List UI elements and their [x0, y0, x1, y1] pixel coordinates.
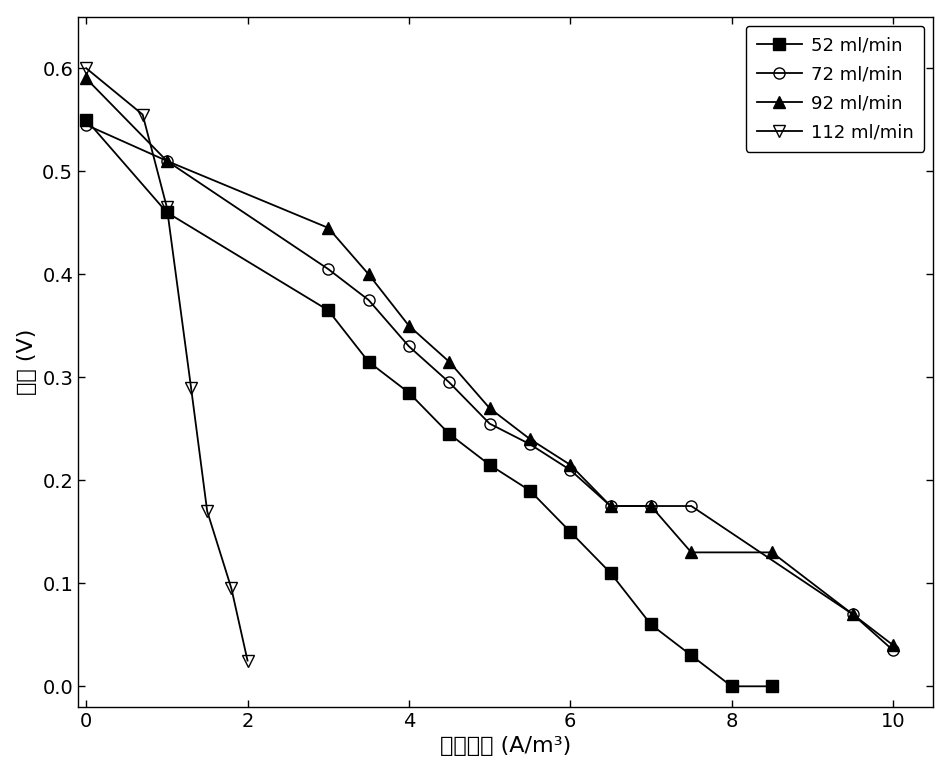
72 ml/min	[605, 502, 617, 511]
52 ml/min	[645, 620, 656, 629]
Y-axis label: 电压 (V): 电压 (V)	[17, 329, 37, 395]
Line: 112 ml/min: 112 ml/min	[81, 63, 253, 666]
112 ml/min	[242, 656, 254, 666]
92 ml/min	[564, 460, 576, 469]
X-axis label: 电流密度 (A/m³): 电流密度 (A/m³)	[440, 737, 571, 756]
52 ml/min	[767, 682, 778, 691]
92 ml/min	[81, 74, 92, 83]
112 ml/min	[201, 506, 213, 516]
72 ml/min	[686, 502, 697, 511]
52 ml/min	[524, 486, 536, 495]
92 ml/min	[605, 502, 617, 511]
72 ml/min	[887, 645, 899, 655]
52 ml/min	[726, 682, 737, 691]
92 ml/min	[524, 434, 536, 444]
72 ml/min	[162, 156, 173, 165]
112 ml/min	[81, 63, 92, 73]
92 ml/min	[887, 641, 899, 650]
112 ml/min	[137, 110, 148, 119]
92 ml/min	[162, 156, 173, 165]
92 ml/min	[847, 610, 859, 619]
72 ml/min	[847, 610, 859, 619]
52 ml/min	[403, 388, 414, 397]
72 ml/min	[524, 440, 536, 449]
72 ml/min	[564, 465, 576, 475]
72 ml/min	[484, 419, 495, 428]
92 ml/min	[686, 548, 697, 557]
92 ml/min	[444, 357, 455, 366]
92 ml/min	[363, 270, 374, 279]
72 ml/min	[322, 264, 333, 274]
92 ml/min	[767, 548, 778, 557]
52 ml/min	[162, 208, 173, 217]
52 ml/min	[484, 460, 495, 469]
52 ml/min	[81, 115, 92, 124]
Line: 92 ml/min: 92 ml/min	[81, 73, 899, 651]
72 ml/min	[645, 502, 656, 511]
52 ml/min	[605, 568, 617, 577]
92 ml/min	[403, 321, 414, 330]
52 ml/min	[322, 305, 333, 315]
112 ml/min	[162, 203, 173, 212]
112 ml/min	[226, 584, 238, 593]
112 ml/min	[185, 383, 197, 392]
92 ml/min	[645, 502, 656, 511]
72 ml/min	[403, 342, 414, 351]
52 ml/min	[444, 429, 455, 438]
Line: 72 ml/min: 72 ml/min	[81, 119, 899, 656]
52 ml/min	[564, 527, 576, 536]
92 ml/min	[322, 223, 333, 233]
52 ml/min	[363, 357, 374, 366]
52 ml/min	[686, 651, 697, 660]
Legend: 52 ml/min, 72 ml/min, 92 ml/min, 112 ml/min: 52 ml/min, 72 ml/min, 92 ml/min, 112 ml/…	[746, 26, 924, 152]
72 ml/min	[444, 378, 455, 387]
Line: 52 ml/min: 52 ml/min	[81, 114, 777, 692]
92 ml/min	[484, 404, 495, 413]
72 ml/min	[363, 295, 374, 305]
72 ml/min	[81, 121, 92, 130]
